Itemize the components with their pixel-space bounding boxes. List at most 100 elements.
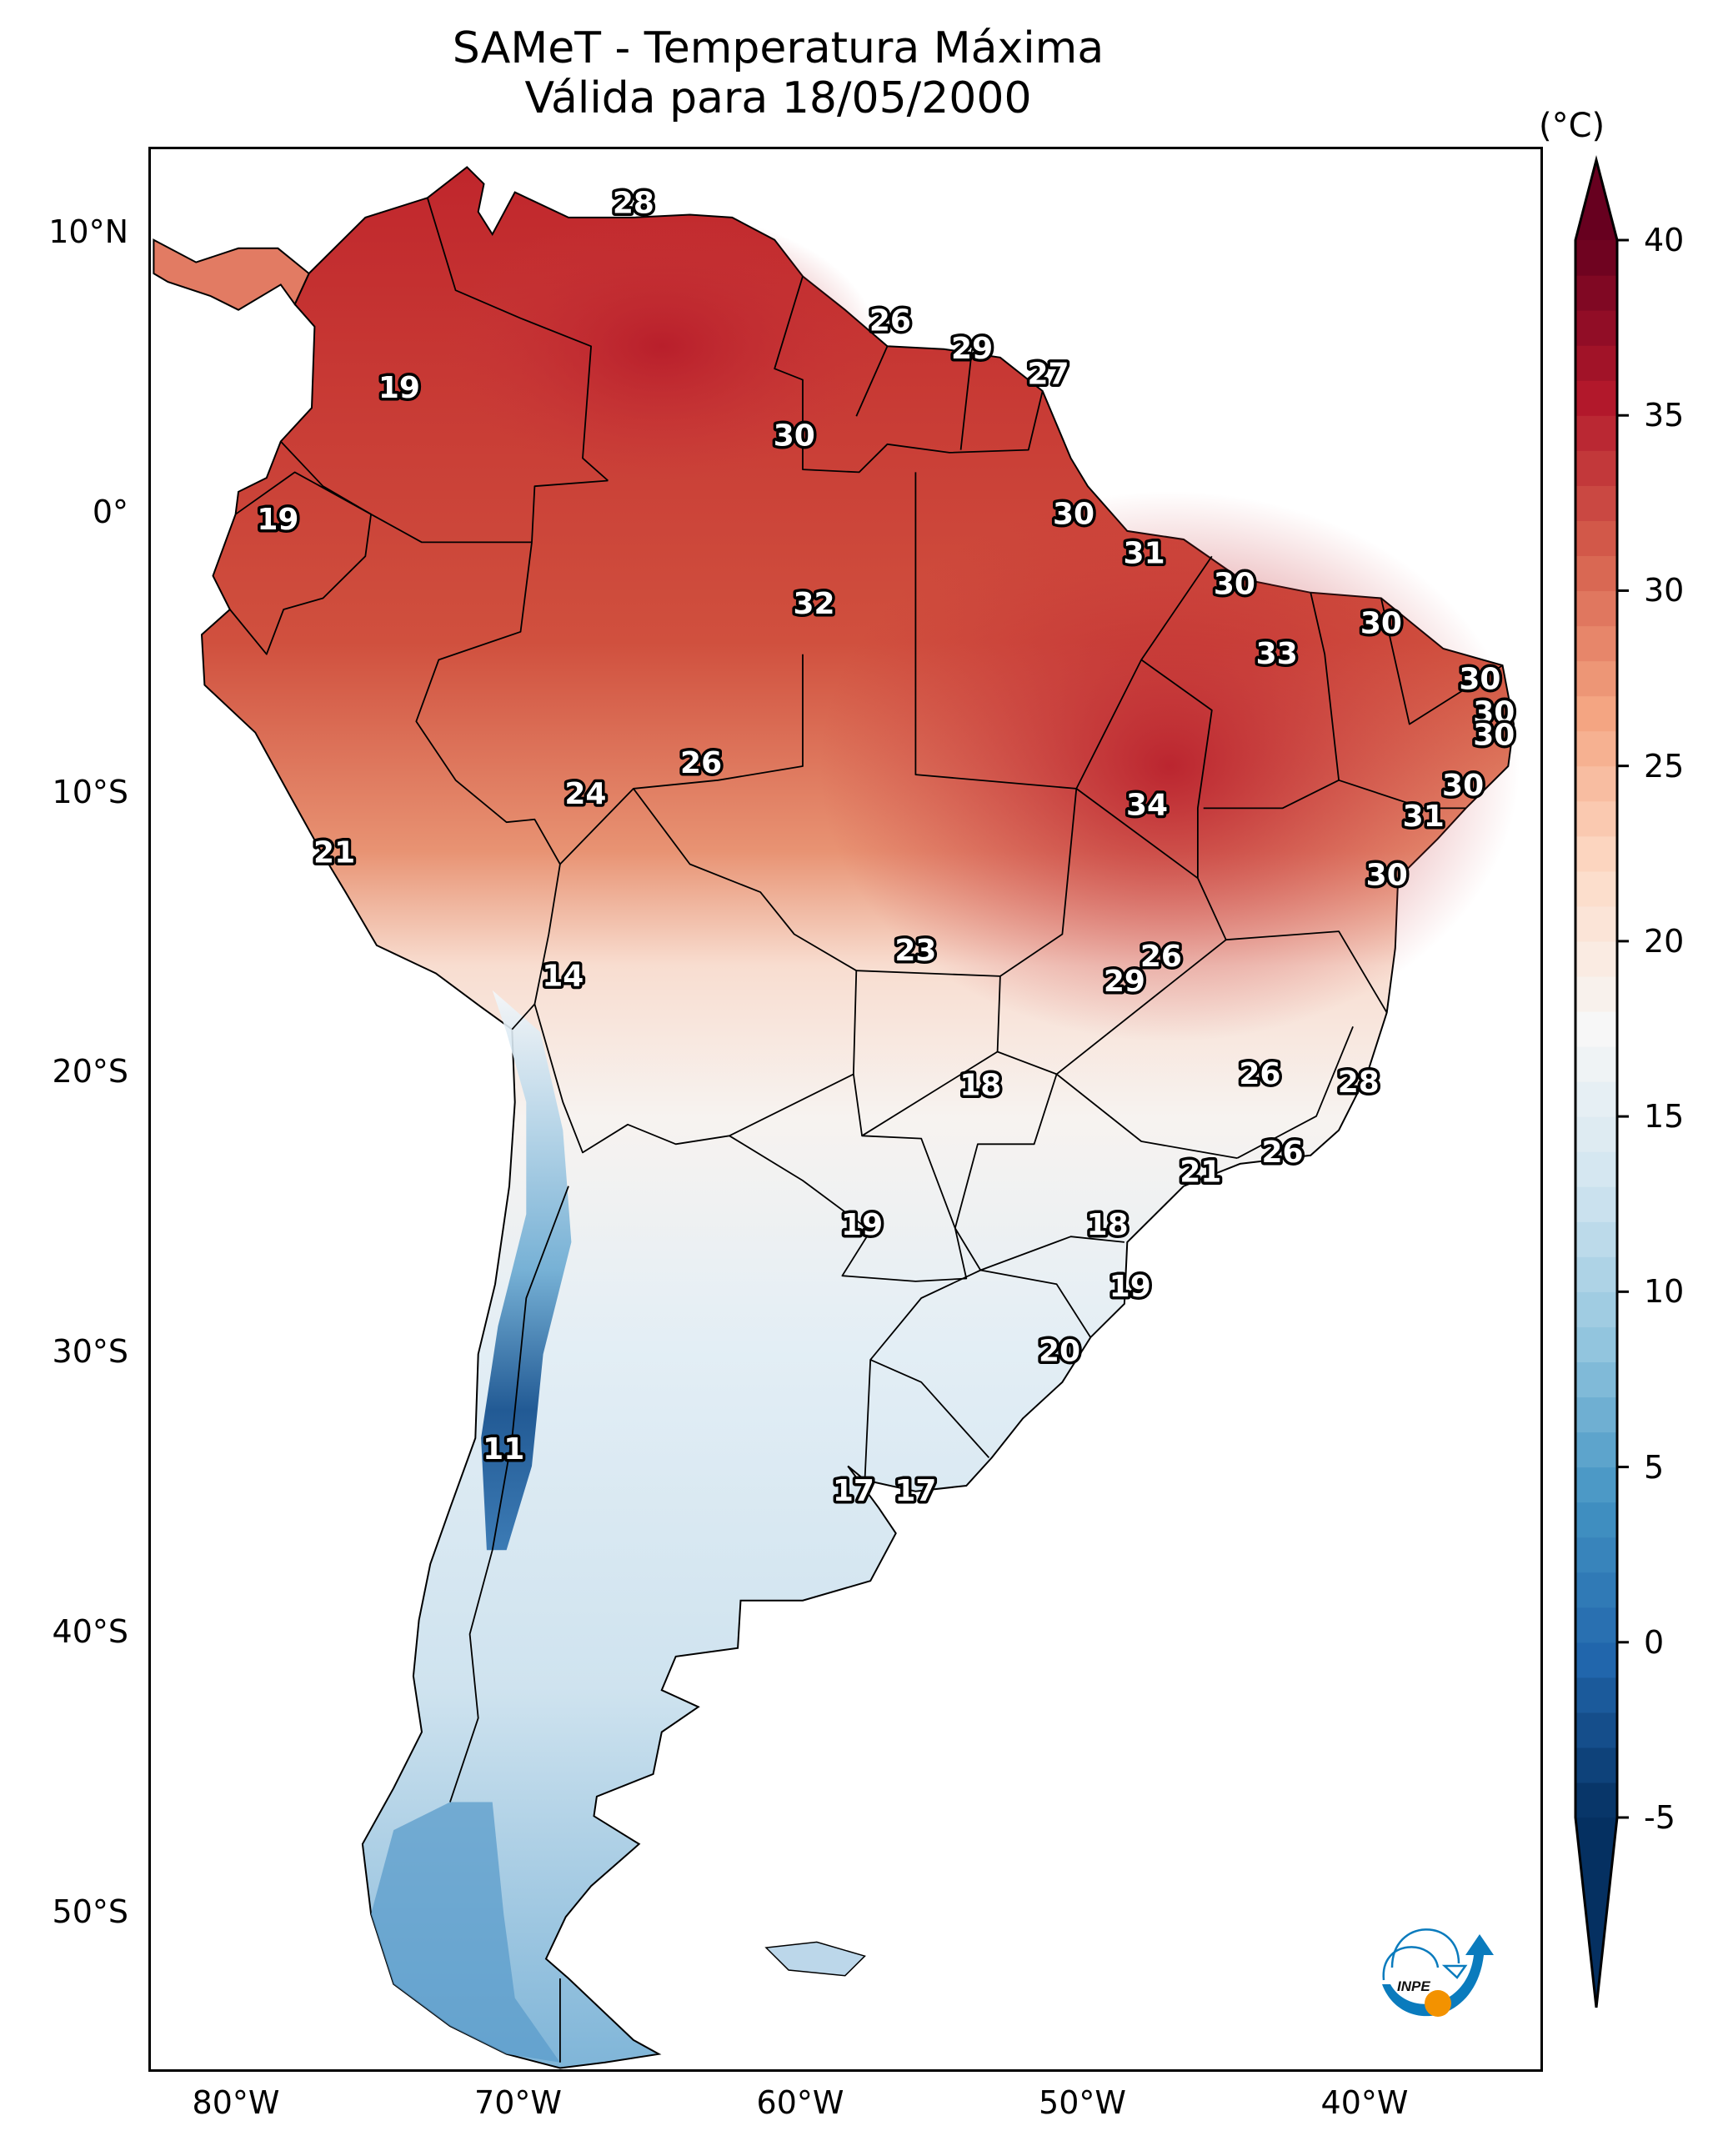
temperature-label: 30 [1214,567,1255,601]
colorbar-segment [1575,940,1617,977]
temperature-label: 30 [1360,606,1402,640]
temperature-label: 31 [1124,536,1165,570]
border-line [869,1359,990,1459]
colorbar-segment [1575,1221,1617,1257]
temperature-label: 30 [1053,497,1094,531]
colorbar-segment [1575,835,1617,872]
temperature-label: 26 [1261,1136,1303,1170]
temperature-label: 19 [378,371,420,405]
colorbar-tick-label: 20 [1644,922,1685,960]
longitude-tick-label: 60°W [756,2084,844,2121]
colorbar-segment [1575,1747,1617,1783]
latitude-tick-label: 10°N [48,213,128,250]
colorbar-segment [1575,765,1617,802]
colorbar-segment [1575,415,1617,451]
border-line [729,1074,968,1282]
temperature-label: 21 [313,836,355,870]
temperature-label: 26 [1239,1057,1280,1091]
colorbar-segment [1575,1361,1617,1398]
colorbar-tick-label: 10 [1644,1273,1685,1311]
colorbar-segment [1575,275,1617,311]
hot-region-shading-north [444,213,879,480]
temperature-label: 28 [613,187,654,221]
colorbar-segment [1575,1116,1617,1152]
colorbar-segment [1575,1572,1617,1608]
map-plot-area: 28 19 26 29 27 30 19 30 31 30 32 30 33 30 30 30 26 24 30 34… [148,147,1543,2072]
colorbar-segment [1575,870,1617,907]
temperature-label: 30 [774,419,815,453]
temperature-label: 14 [542,959,584,993]
temperature-label: 26 [1140,940,1182,974]
temperature-label: 19 [1109,1270,1151,1304]
border-line [959,348,973,450]
colorbar-segment [1575,1256,1617,1292]
border-line [1380,598,1503,725]
temperature-label: 32 [793,587,834,621]
colorbar-segment [1575,555,1617,592]
border-line [1140,659,1213,879]
colorbar-segment [1575,1782,1617,1818]
temperature-label: 31 [1403,800,1445,834]
patagonia-cold-region [371,1802,560,2063]
temperature-label: 19 [841,1208,883,1242]
border-line [280,440,532,544]
colorbar-segment [1575,975,1617,1012]
colorbar-tick-label: 30 [1644,572,1685,609]
temperature-label: 29 [1104,965,1145,999]
border-line [861,1050,999,1137]
longitude-tick-label: 40°W [1320,2084,1409,2121]
chart-title-line-1: SAMeT - Temperatura Máxima [452,23,1104,73]
border-line [1055,939,1238,1159]
border-line [979,1236,1124,1271]
colorbar-segment [1575,520,1617,556]
colorbar-segment [1575,625,1617,662]
border-line [633,654,804,790]
chart-title-line-2: Válida para 18/05/2000 [524,73,1032,123]
colorbar-segment [1575,1046,1617,1082]
colorbar-extend-max [1575,160,1617,240]
temperature-label: 17 [894,1474,936,1508]
temperature-label: 23 [894,934,936,968]
colorbar-segment [1575,485,1617,521]
temperature-label: 17 [833,1474,874,1508]
logo-swoosh-arrow [1382,1934,1494,2017]
colorbar-segment [1575,380,1617,416]
colorbar-segment [1575,1502,1617,1538]
colorbar-segment [1575,1677,1617,1713]
border-line [449,1186,569,1803]
temperature-label: 18 [1087,1208,1129,1242]
temperature-label: 30 [1366,859,1408,893]
logo-inner-arc [1382,1946,1440,1981]
border-line [774,276,1044,474]
colorbar-segment [1575,590,1617,627]
temperature-label: 30 [1473,719,1515,753]
temperature-label: 26 [680,746,722,780]
colorbar-segment [1575,660,1617,697]
colorbar-segment [1575,1151,1617,1187]
temperature-label: 26 [869,304,911,338]
colorbar-extend-min [1575,1818,1617,2008]
colorbar-tick-label: 0 [1644,1623,1665,1661]
latitude-tick-label: 0° [92,493,128,530]
colorbar-segment [1575,1326,1617,1363]
colorbar-tick-label: 5 [1644,1448,1665,1486]
border-line [1197,877,1388,1013]
border-line [1338,779,1466,810]
panama-landmass [153,238,310,311]
temperature-label: 21 [1180,1155,1221,1189]
border-line [980,1269,1092,1338]
temperature-label: 18 [959,1068,1001,1102]
colorbar-tick-label: 15 [1644,1098,1685,1136]
logo-orange-circle [1425,1990,1451,2017]
colorbar-segment [1575,730,1617,767]
colorbar-segment [1575,800,1617,837]
colorbar-segment [1575,905,1617,942]
border-line [864,1227,982,1481]
colorbar-segment [1575,1081,1617,1117]
colorbar-segment [1575,1431,1617,1468]
border-line [855,345,889,417]
temperature-label: 20 [1039,1334,1080,1368]
colorbar-segment [1575,1712,1617,1748]
colorbar-segment [1575,1537,1617,1573]
